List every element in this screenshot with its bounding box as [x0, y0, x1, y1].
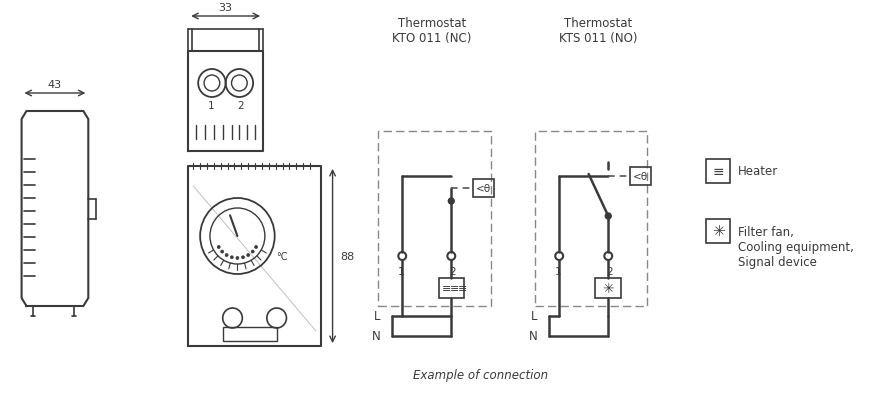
- Text: ≡: ≡: [442, 283, 451, 293]
- Circle shape: [225, 254, 228, 257]
- Text: °C: °C: [275, 251, 287, 261]
- Text: ✳: ✳: [603, 281, 614, 295]
- Text: 88: 88: [341, 251, 355, 261]
- Text: 2: 2: [606, 266, 612, 276]
- Circle shape: [605, 213, 612, 219]
- Circle shape: [231, 256, 233, 259]
- Circle shape: [448, 198, 454, 205]
- Text: ≡: ≡: [450, 283, 458, 293]
- Circle shape: [236, 257, 238, 260]
- Bar: [707, 219, 730, 243]
- Bar: [473, 180, 495, 198]
- Bar: [707, 160, 730, 184]
- Bar: [378, 132, 490, 306]
- Text: ≡: ≡: [458, 283, 466, 293]
- Text: L: L: [532, 310, 538, 323]
- Text: 1: 1: [555, 266, 561, 276]
- Text: Thermostat
KTO 011 (NC): Thermostat KTO 011 (NC): [392, 17, 472, 45]
- Text: 2: 2: [449, 266, 456, 276]
- Circle shape: [246, 254, 250, 257]
- Text: Filter fan,
Cooling equipment,
Signal device: Filter fan, Cooling equipment, Signal de…: [737, 225, 854, 268]
- Text: ✳: ✳: [712, 224, 724, 239]
- Text: <θ: <θ: [633, 172, 649, 182]
- Bar: [223, 327, 276, 341]
- Circle shape: [251, 251, 254, 253]
- Circle shape: [221, 251, 224, 253]
- Text: 33: 33: [218, 3, 232, 13]
- Text: 1: 1: [208, 101, 214, 111]
- Bar: [630, 168, 651, 186]
- Text: Heater: Heater: [737, 165, 778, 178]
- Text: ≡: ≡: [712, 164, 724, 178]
- Bar: [596, 278, 621, 298]
- Text: N: N: [529, 330, 538, 342]
- Circle shape: [217, 246, 220, 249]
- Text: Example of connection: Example of connection: [413, 368, 548, 381]
- Circle shape: [254, 246, 258, 249]
- Text: L: L: [374, 310, 381, 323]
- Text: 1: 1: [398, 266, 405, 276]
- Circle shape: [241, 256, 245, 259]
- Bar: [438, 278, 464, 298]
- Text: Thermostat
KTS 011 (NO): Thermostat KTS 011 (NO): [559, 17, 638, 45]
- Text: 2: 2: [237, 101, 244, 111]
- Text: <θ: <θ: [476, 184, 491, 194]
- Text: N: N: [372, 330, 381, 342]
- Bar: [535, 132, 648, 306]
- Text: 43: 43: [48, 80, 62, 90]
